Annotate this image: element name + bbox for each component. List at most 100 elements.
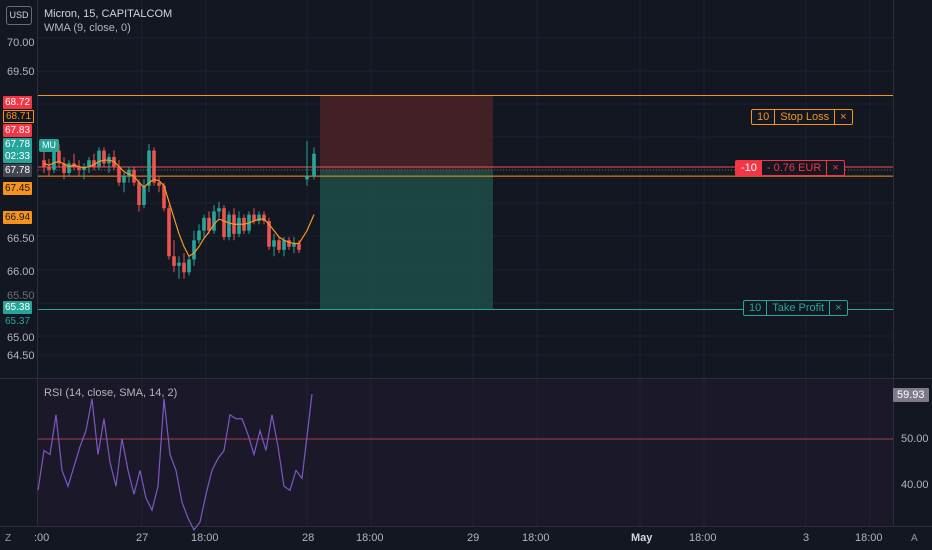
candle-body (172, 256, 176, 266)
take-profit-close-icon[interactable]: × (829, 301, 846, 315)
time-label: 27 (136, 532, 149, 544)
candle-body (207, 217, 211, 231)
price-tick: 65.00 (7, 332, 35, 344)
candle-body (217, 208, 221, 212)
price-tick: 64.50 (7, 350, 35, 362)
price-tick: 69.50 (7, 66, 35, 78)
candle-body (62, 163, 66, 173)
candle-body (257, 214, 261, 222)
auto-scale-button[interactable]: A (911, 533, 918, 544)
high-price-badge: 67.83 (3, 124, 33, 137)
candle-body (152, 150, 156, 183)
candle-body (127, 169, 131, 177)
reward-zone (320, 170, 493, 310)
candle-body (312, 153, 316, 177)
take-profit-price-badge: 65.38 (3, 301, 33, 314)
stop-loss-price-badge: 68.72 (3, 96, 33, 109)
current-price-badge: 67.78 (3, 138, 33, 151)
candle-body (292, 243, 296, 247)
candle-body (282, 240, 286, 250)
candle-body (212, 211, 216, 231)
symbol-tag: MU (39, 139, 59, 152)
wma-price-badge: 67.78 (3, 164, 33, 177)
candle-body (287, 240, 291, 247)
candle-body (262, 214, 266, 222)
candle-body (222, 208, 226, 238)
wma-line (43, 159, 315, 258)
candle-body (77, 166, 81, 170)
candle-body (157, 182, 161, 186)
candle-body (162, 185, 166, 209)
take-profit-label[interactable]: Take Profit (772, 302, 825, 314)
symbol-title[interactable]: Micron, 15, CAPITALCOM (44, 8, 173, 20)
currency-button[interactable]: USD (6, 6, 32, 25)
rsi-value-badge: 59.93 (893, 388, 929, 402)
candle-body (197, 230, 201, 241)
price-tick: 66.00 (7, 266, 35, 278)
rsi-tick: 40.00 (901, 479, 929, 491)
candle-body (177, 262, 181, 266)
position-pnl[interactable]: - 0.76 EUR (766, 162, 822, 174)
candle-body (187, 259, 191, 273)
stop-loss-close-icon[interactable]: × (834, 110, 851, 124)
rsi-pane-background (38, 379, 893, 526)
candle-body (277, 240, 281, 250)
wma-low-price-badge: 66.94 (3, 211, 33, 224)
entry-price-badge: 67.45 (3, 182, 33, 195)
candle-body (142, 185, 146, 206)
time-label: 18:00 (855, 532, 883, 544)
zoom-icon[interactable]: Z (5, 533, 12, 544)
candle-body (297, 243, 301, 250)
candle-body (305, 176, 309, 180)
candle-body (147, 150, 151, 186)
candle-body (272, 240, 276, 247)
candle-body (117, 166, 121, 183)
position-order[interactable]: -10 - 0.76 EUR × (735, 160, 845, 176)
candle-body (92, 160, 96, 167)
stop-loss-order[interactable]: 10 Stop Loss × (751, 109, 853, 125)
time-label: 28 (302, 532, 315, 544)
candle-body (52, 150, 56, 170)
candle-body (252, 214, 256, 222)
candle-body (67, 163, 71, 173)
candle-body (192, 240, 196, 260)
candle-body (167, 208, 171, 257)
time-label: 29 (467, 532, 480, 544)
take-profit-qty: 10 (744, 301, 768, 315)
time-label: 18:00 (522, 532, 550, 544)
candle-body (102, 150, 106, 164)
time-label: :00 (34, 532, 50, 544)
stop-loss-qty: 10 (752, 110, 776, 124)
take-profit-order[interactable]: 10 Take Profit × (743, 300, 848, 316)
candle-body (87, 160, 91, 167)
candle-body (237, 217, 241, 234)
candle-body (182, 262, 186, 273)
stop-line-price-badge: 68.71 (3, 110, 35, 123)
time-label: May (631, 532, 653, 544)
bar-countdown-badge: 02:33 (3, 150, 33, 163)
time-label: 18:00 (356, 532, 384, 544)
candle-body (47, 166, 51, 170)
wma-indicator-label[interactable]: WMA (9, close, 0) (44, 22, 131, 34)
time-label: 18:00 (689, 532, 717, 544)
time-label: 3 (803, 532, 810, 544)
candle-body (227, 214, 231, 238)
price-tick: 65.50 (7, 290, 35, 302)
candle-body (267, 221, 271, 247)
candle-body (137, 182, 141, 206)
stop-loss-label[interactable]: Stop Loss (780, 111, 830, 123)
risk-zone (320, 95, 493, 170)
position-close-icon[interactable]: × (826, 161, 843, 175)
price-tick: 70.00 (7, 37, 35, 49)
rsi-line (37, 393, 313, 532)
rsi-tick: 50.00 (901, 433, 929, 445)
position-qty: -10 (736, 161, 762, 175)
candle-body (122, 176, 126, 183)
candle-body (202, 217, 206, 231)
rsi-indicator-label[interactable]: RSI (14, close, SMA, 14, 2) (44, 387, 178, 399)
time-label: 18:00 (191, 532, 219, 544)
price-tick: 66.50 (7, 233, 35, 245)
candle-body (97, 150, 101, 167)
